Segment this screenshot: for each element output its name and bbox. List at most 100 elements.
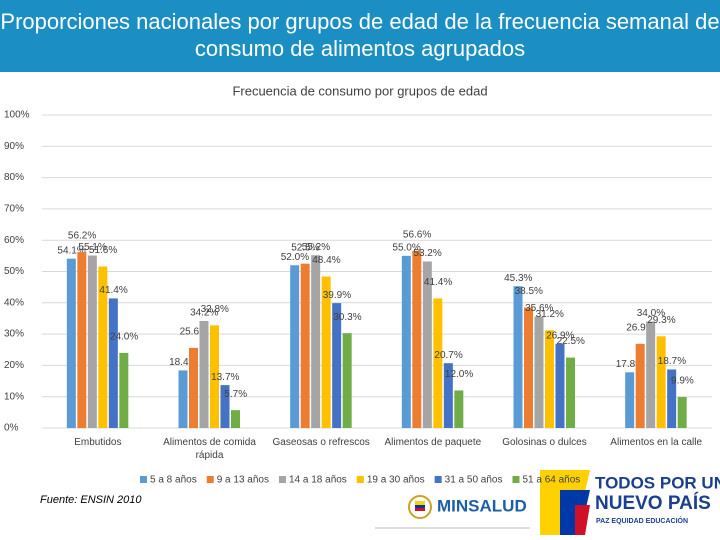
y-tick-label: 90% (4, 141, 24, 152)
seal-stripe (415, 508, 425, 511)
value-label: 41.4% (424, 277, 452, 288)
y-tick-label: 70% (4, 204, 24, 215)
legend-swatch (206, 476, 214, 483)
value-label: 26.9% (546, 330, 574, 341)
legend-label: 9 a 13 años (217, 475, 269, 486)
bar (290, 265, 300, 428)
value-label: 17.8% (616, 359, 644, 370)
value-label: 30.3% (333, 312, 361, 323)
value-label: 53.2% (413, 248, 441, 259)
bar (677, 397, 687, 428)
value-label: 31.2% (536, 309, 564, 320)
bar (119, 352, 129, 428)
value-label: 55.1% (78, 242, 106, 253)
bar (667, 369, 677, 428)
bar (210, 325, 219, 428)
bar (311, 255, 321, 428)
value-label: 9.9% (671, 376, 694, 387)
value-label: 26.9% (626, 322, 654, 333)
x-tick-label: Golosinas o dulces (502, 437, 587, 448)
seal-stripe (415, 505, 425, 508)
legend-swatch (356, 476, 364, 483)
y-tick-label: 20% (4, 360, 24, 371)
legend-swatch (434, 476, 442, 483)
value-label: 5.7% (224, 389, 247, 400)
value-label: 52.0% (281, 252, 309, 263)
value-label: 39.9% (323, 290, 351, 301)
bar (108, 298, 118, 428)
bar (231, 410, 240, 428)
value-label: 12.0% (445, 369, 473, 380)
bar (66, 258, 76, 428)
y-tick-label: 10% (4, 391, 24, 402)
y-tick-label: 100% (4, 110, 30, 121)
bar (513, 286, 523, 428)
bar (443, 363, 453, 428)
x-tick-label: Gaseosas o refrescos (272, 437, 370, 448)
bar (300, 263, 310, 428)
value-label: 52.5% (291, 242, 319, 253)
bar (178, 370, 188, 428)
y-tick-label: 0% (4, 423, 19, 434)
value-label: 48.4% (312, 255, 340, 266)
x-tick-label: Alimentos en la calle (610, 437, 703, 448)
bar (656, 336, 666, 428)
value-label: 56.6% (403, 229, 431, 240)
value-label: 13.7% (211, 372, 239, 383)
bar (524, 307, 533, 428)
bar (77, 252, 87, 428)
bar (342, 333, 352, 428)
seal-stripe (415, 501, 425, 505)
value-label: 41.4% (99, 285, 127, 296)
value-label: 45.3% (504, 273, 532, 284)
bar (321, 276, 331, 428)
logo-text: MINSALUD (437, 496, 527, 515)
bar (545, 330, 554, 428)
slogan: TODOS POR UN (595, 473, 720, 492)
legend-label: 14 a 18 años (289, 475, 347, 486)
y-tick-label: 50% (4, 266, 24, 277)
value-label: 55.0% (392, 242, 420, 253)
value-label: 34.0% (637, 308, 665, 319)
bar (635, 343, 645, 428)
value-label: 56.2% (68, 231, 96, 242)
value-label: 18.4% (169, 357, 197, 368)
tagline: PAZ EQUIDAD EDUCACIÓN (596, 516, 688, 525)
value-label: 51.6% (89, 245, 117, 256)
legend-label: 31 a 50 años (445, 475, 503, 486)
bar (433, 298, 443, 428)
y-tick-label: 60% (4, 235, 24, 246)
bar (555, 343, 565, 428)
x-tick-label: Embutidos (74, 437, 122, 448)
bar (220, 385, 230, 428)
value-label: 32.8% (201, 304, 229, 315)
bar (401, 255, 411, 428)
legend-label: 51 a 64 años (522, 475, 580, 486)
x-tick-label: Alimentos de paquete (384, 437, 482, 448)
slogan: NUEVO PAÍS (595, 492, 711, 514)
y-tick-label: 30% (4, 329, 24, 340)
value-label: 29.3% (647, 315, 675, 326)
legend-label: 19 a 30 años (367, 475, 425, 486)
source: Fuente: ENSIN 2010 (40, 494, 142, 506)
slide-title: Proporciones nacionales por grupos de ed… (0, 0, 720, 72)
value-label: 35.6% (525, 303, 553, 314)
bar (189, 347, 198, 428)
bar (566, 357, 575, 428)
legend-label: 5 a 8 años (150, 475, 197, 486)
legend-swatch (512, 476, 520, 483)
bar (98, 266, 108, 428)
value-label: 38.5% (515, 286, 543, 297)
legend-swatch (278, 476, 286, 483)
value-label: 34.2% (190, 308, 218, 319)
value-label: 25.6% (180, 327, 208, 338)
legend-swatch (140, 476, 147, 483)
value-label: 20.7% (434, 350, 462, 361)
bar (412, 250, 422, 428)
value-label: 24.0% (110, 332, 138, 343)
bar (332, 303, 342, 428)
bar (646, 321, 656, 428)
bar (422, 261, 432, 428)
